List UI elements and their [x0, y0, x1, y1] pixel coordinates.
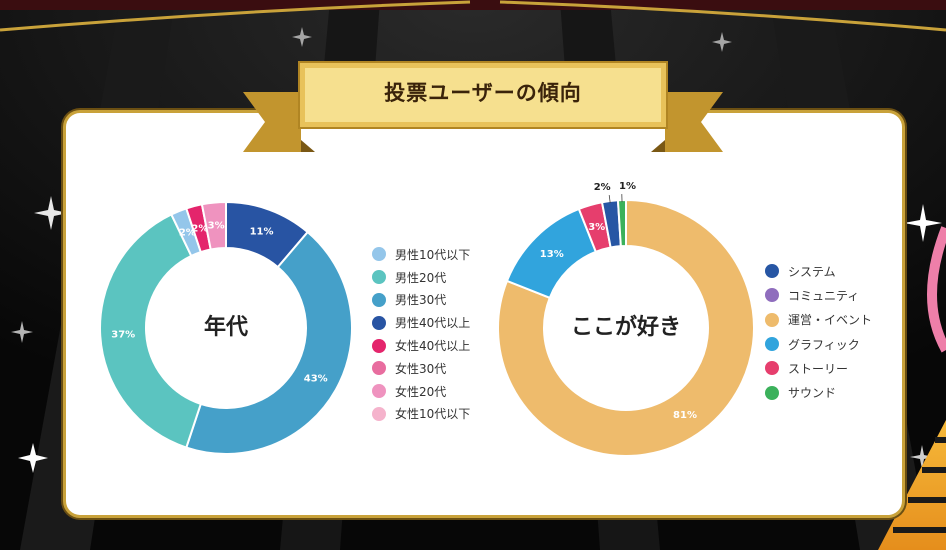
- legend-swatch: [372, 315, 386, 330]
- legend-item: ストーリー: [765, 356, 872, 380]
- legend-item: 女性40代以上: [372, 334, 470, 357]
- legend-swatch: [372, 406, 386, 421]
- legend-label: 女性10代以下: [395, 407, 471, 422]
- slice-percent-label: 1%: [619, 182, 636, 192]
- slice-percent-label: 3%: [208, 220, 225, 231]
- legend-swatch: [765, 264, 779, 279]
- slice-percent-label: 81%: [673, 410, 697, 421]
- slice-percent-label: 13%: [540, 249, 564, 260]
- chart-center-title: ここが好き: [571, 314, 681, 340]
- banner-title: 投票ユーザーの傾向: [384, 80, 582, 105]
- legend-label: ストーリー: [788, 361, 849, 376]
- sparkle-icon: [11, 27, 942, 473]
- legend-label: 男性30代: [395, 293, 447, 308]
- slice-percent-label: 43%: [304, 374, 328, 385]
- legend-swatch: [372, 338, 386, 353]
- slice-percent-label: 3%: [588, 222, 605, 233]
- legend-item: 女性30代: [372, 357, 470, 380]
- like-donut-chart: 81% 13% 3% 2% 1% ここが好き: [497, 182, 755, 457]
- slice-percent-label: 2%: [179, 228, 196, 239]
- legend-label: 男性20代: [395, 270, 447, 285]
- legend-swatch: [372, 247, 386, 262]
- legend-item: システム: [765, 259, 872, 283]
- legend-item: グラフィック: [765, 332, 872, 356]
- legend-item: コミュニティ: [765, 283, 872, 307]
- legend-label: 女性30代: [395, 361, 447, 376]
- legend-swatch: [765, 385, 779, 400]
- slice-percent-label: 11%: [250, 226, 274, 237]
- legend-label: 女性40代以上: [395, 339, 471, 354]
- legend-label: グラフィック: [788, 337, 860, 352]
- like-legend: システムコミュニティ 運営・イベント グラフィック ストーリーサウンド: [765, 259, 872, 405]
- age-legend: 男性10代以下 男性20代男性30代男性40代以上 女性40代以上 女性30代女性20…: [372, 243, 470, 425]
- donut-slice: [200, 200, 227, 251]
- legend-label: 女性20代: [395, 384, 447, 399]
- chart-center-title: 年代: [204, 314, 248, 340]
- donut-slice: [497, 198, 755, 457]
- slice-percent-label: 2%: [191, 223, 208, 234]
- legend-item: 女性20代: [372, 380, 470, 403]
- donut-slice: [185, 230, 353, 455]
- legend-item: サウンド: [765, 380, 872, 404]
- legend-label: 男性40代以上: [395, 316, 471, 331]
- legend-label: コミュニティ: [788, 288, 860, 303]
- legend-swatch: [765, 288, 779, 303]
- legend-label: システム: [788, 264, 836, 279]
- legend-item: 男性10代以下: [372, 243, 470, 266]
- legend-item: 運営・イベント: [765, 308, 872, 332]
- donut-slice: [99, 213, 203, 449]
- legend-swatch: [372, 270, 386, 285]
- title-banner: [243, 61, 723, 152]
- age-donut-chart: 11%43%37%2%2% 3%年代: [99, 200, 353, 455]
- legend-swatch: [765, 312, 779, 327]
- legend-swatch: [765, 337, 779, 352]
- legend-swatch: [765, 361, 779, 376]
- slice-percent-label: 2%: [594, 182, 611, 193]
- legend-swatch: [372, 361, 386, 376]
- legend-item: 男性20代: [372, 266, 470, 289]
- legend-label: 男性10代以下: [395, 247, 471, 262]
- legend-swatch: [372, 384, 386, 399]
- legend-item: 男性40代以上: [372, 311, 470, 334]
- legend-swatch: [372, 292, 386, 307]
- label-leader-line: [608, 195, 611, 204]
- legend-item: 女性10代以下: [372, 403, 470, 426]
- slice-percent-label: 37%: [111, 330, 135, 341]
- legend-label: サウンド: [788, 386, 837, 401]
- legend-label: 運営・イベント: [788, 313, 873, 328]
- legend-item: 男性30代: [372, 289, 470, 312]
- donut-slice: [616, 198, 627, 248]
